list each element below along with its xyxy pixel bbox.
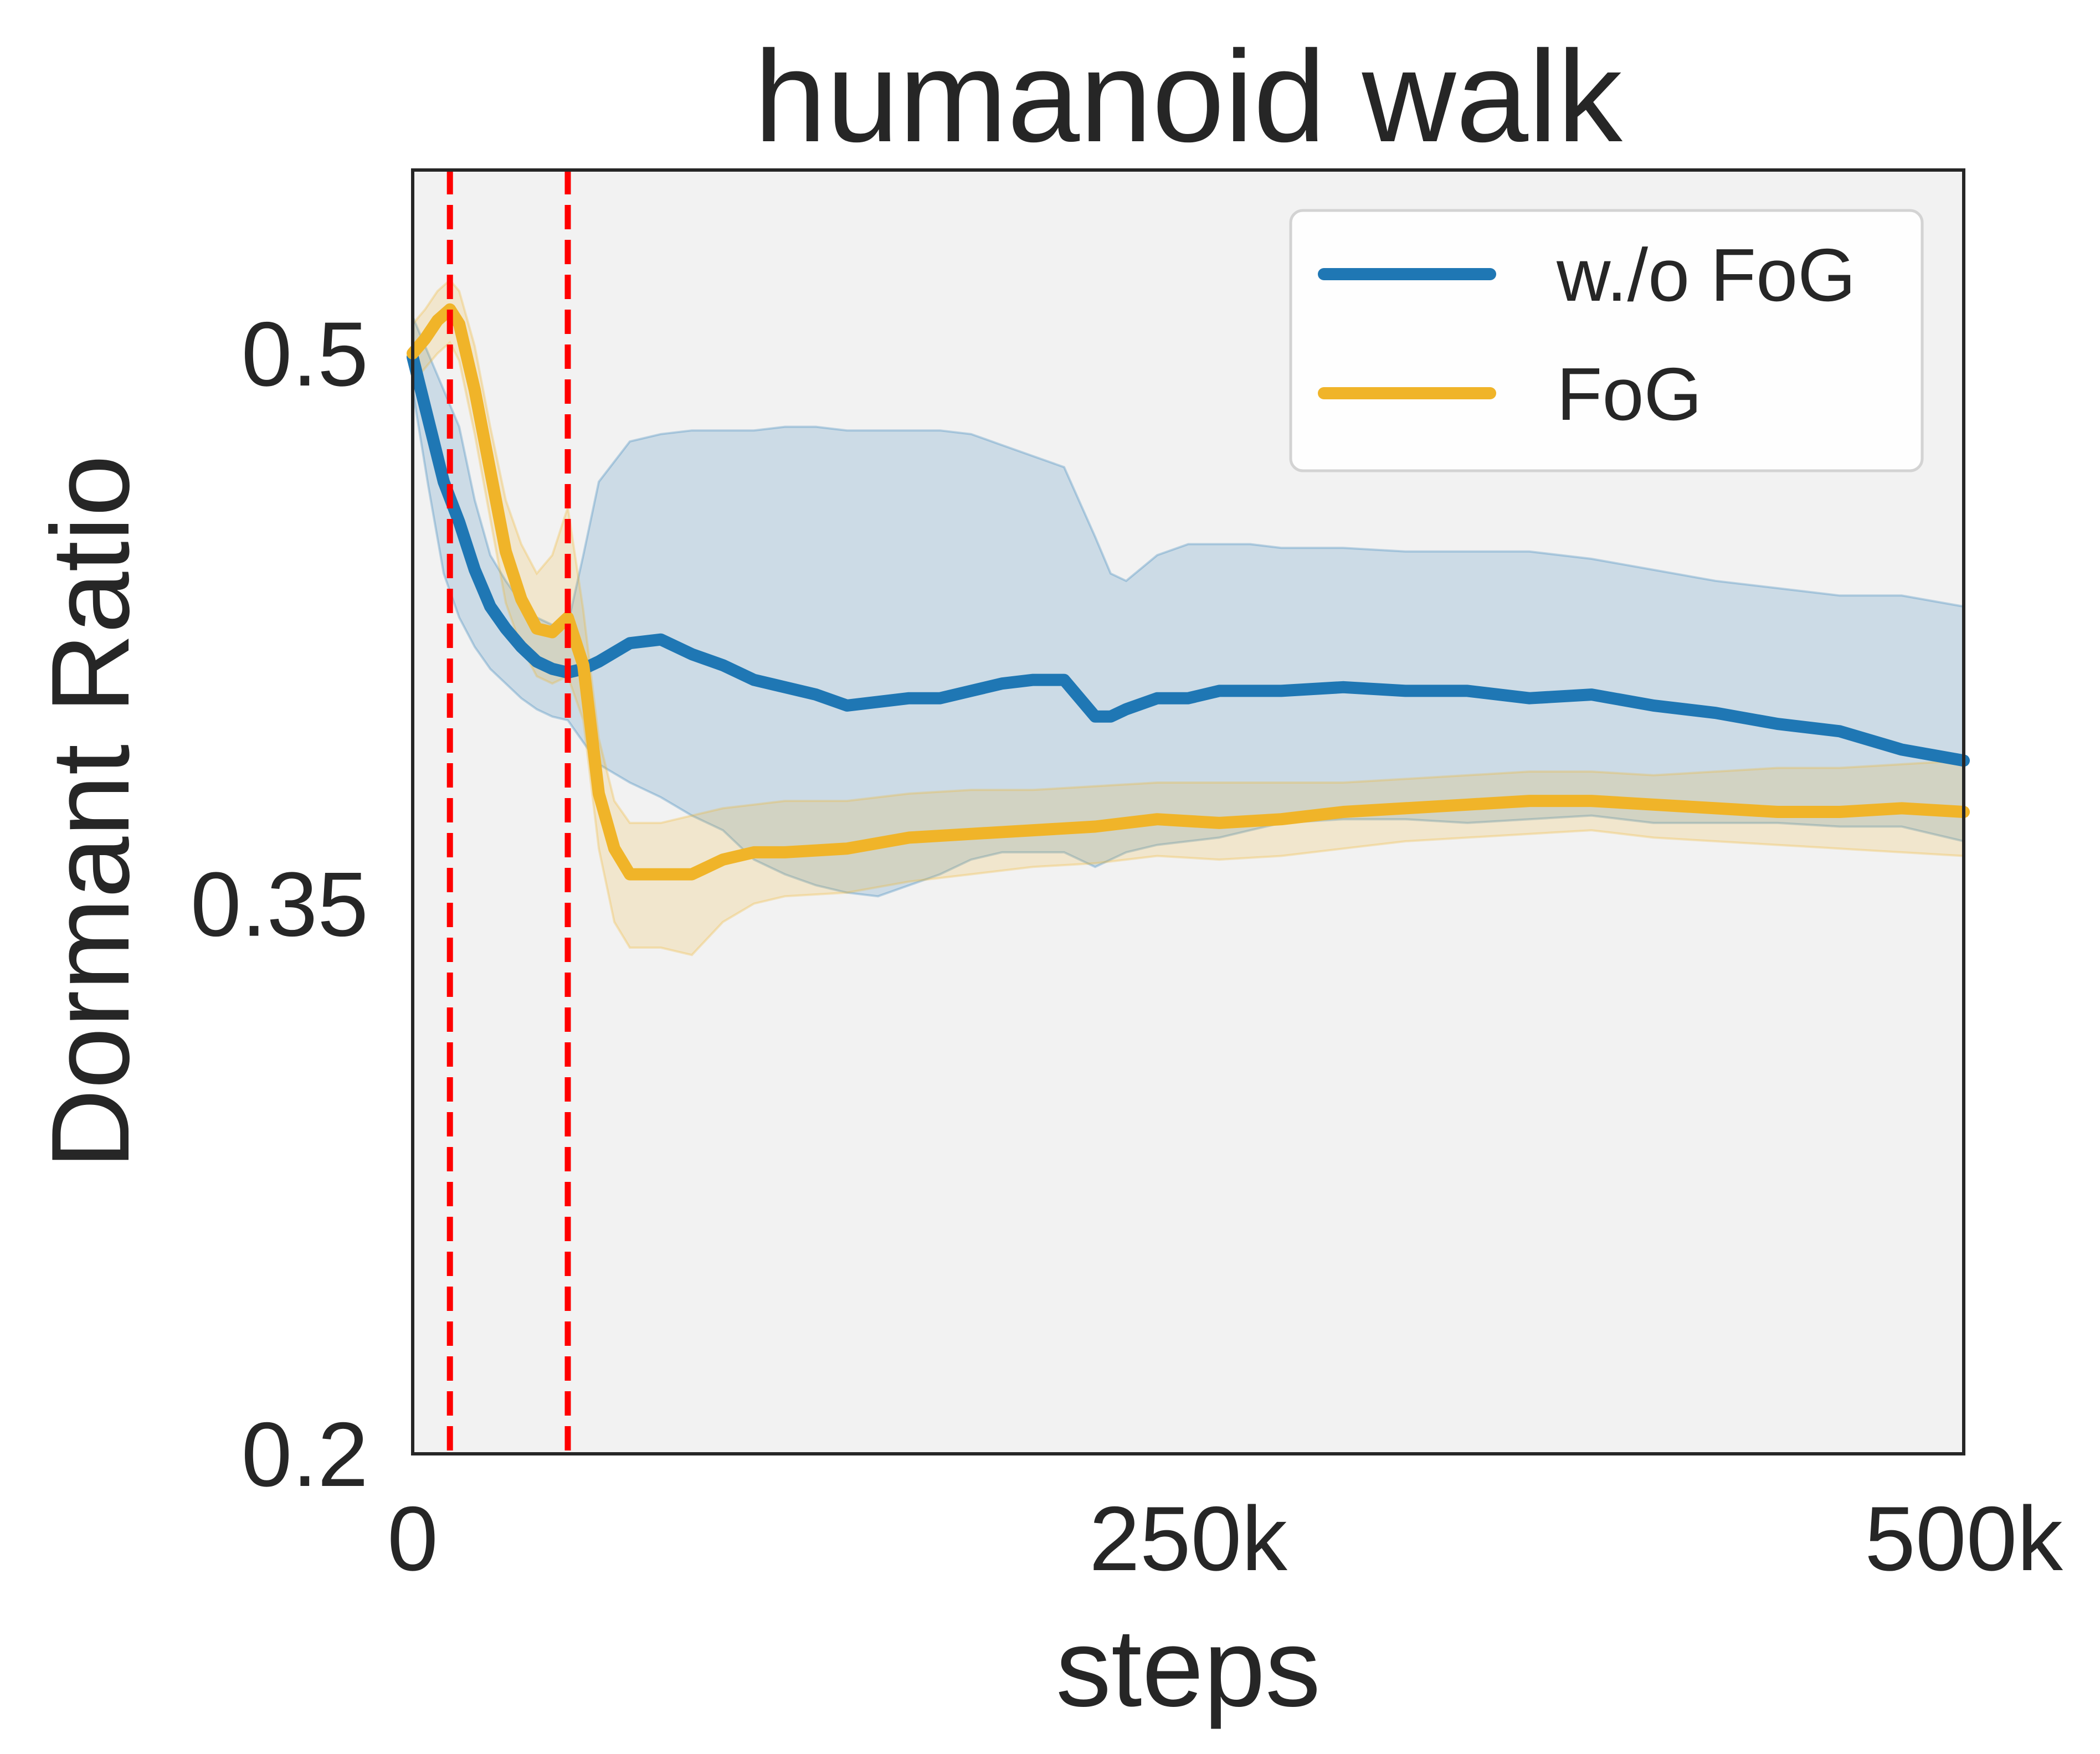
y-tick-label-1: 0.35 xyxy=(191,853,368,955)
line-series-1 xyxy=(407,303,1970,881)
legend-label-0: w./o FoG xyxy=(1556,233,1856,317)
y-tick-labels: 0.2 0.35 0.5 xyxy=(191,303,368,1505)
legend-label-1: FoG xyxy=(1557,352,1702,436)
marker-lines xyxy=(446,170,571,1454)
y-axis-label: Dormant Ratio xyxy=(29,455,152,1169)
y-tick-label-2: 0.5 xyxy=(242,303,368,405)
x-tick-labels: 0 250k 500k xyxy=(387,1488,2063,1590)
chart-title: humanoid walk xyxy=(754,23,1623,169)
line-series-0 xyxy=(407,351,1970,767)
x-axis-label: steps xyxy=(1056,1606,1321,1730)
y-tick-label-0: 0.2 xyxy=(242,1403,368,1505)
series-lines xyxy=(407,303,1970,881)
plot-frame xyxy=(411,168,1965,1455)
legend: w./o FoG FoG xyxy=(1289,209,1924,472)
x-tick-label-2: 500k xyxy=(1865,1488,2063,1590)
x-tick-label-0: 0 xyxy=(387,1488,438,1590)
x-tick-label-1: 250k xyxy=(1089,1488,1287,1590)
